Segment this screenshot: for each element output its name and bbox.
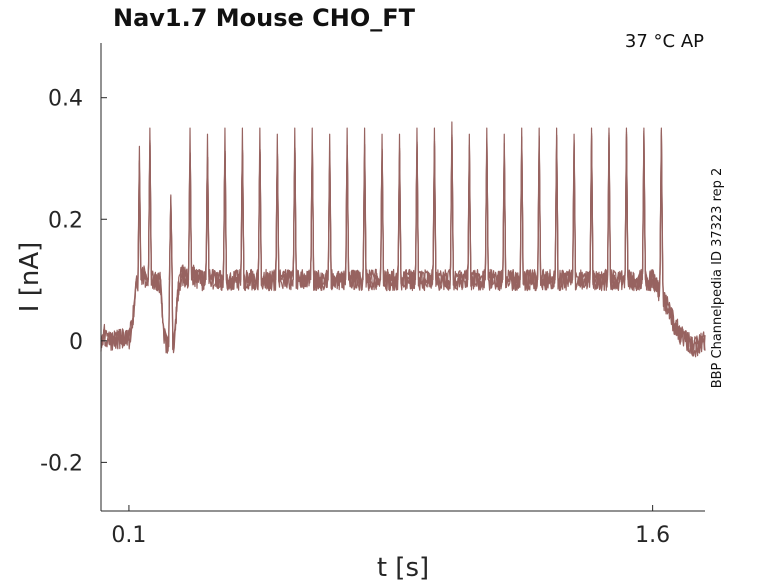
x-tick-label: 0.1 bbox=[111, 523, 146, 548]
y-ticks: -0.2 0 0.2 0.4 bbox=[40, 87, 107, 476]
spike-17 bbox=[414, 127, 420, 281]
spike-19 bbox=[449, 121, 454, 281]
x-ticks: 0.1 1.6 bbox=[111, 505, 670, 548]
temperature-protocol-label: 37 °C AP bbox=[625, 31, 704, 52]
spike-23 bbox=[519, 127, 524, 281]
spike-10 bbox=[292, 127, 297, 281]
spike-26 bbox=[571, 133, 577, 281]
chart-title: Nav1.7 Mouse CHO_FT bbox=[113, 4, 416, 32]
y-tick-label: -0.2 bbox=[40, 451, 83, 476]
spike-3 bbox=[168, 194, 173, 281]
spike-28 bbox=[606, 127, 612, 281]
y-tick-label: 0 bbox=[69, 330, 83, 355]
spike-4 bbox=[187, 127, 193, 281]
spike-6 bbox=[222, 127, 228, 281]
spike-5 bbox=[205, 133, 210, 281]
spike-13 bbox=[345, 127, 350, 281]
y-tick-label: 0.4 bbox=[48, 87, 83, 112]
trace-group bbox=[100, 121, 706, 358]
spike-7 bbox=[240, 127, 245, 281]
x-tick-label: 1.6 bbox=[635, 523, 670, 548]
spike-25 bbox=[554, 127, 559, 281]
spike-11 bbox=[310, 127, 315, 281]
y-tick-label: 0.2 bbox=[48, 208, 83, 233]
spike-22 bbox=[502, 133, 507, 281]
spike-16 bbox=[397, 133, 402, 281]
spike-2 bbox=[147, 127, 152, 281]
current-trace bbox=[100, 134, 706, 356]
spike-1 bbox=[137, 145, 142, 281]
spike-29 bbox=[624, 127, 629, 281]
spike-12 bbox=[327, 133, 332, 281]
spike-9 bbox=[275, 133, 280, 281]
spike-15 bbox=[379, 133, 385, 281]
spike-30 bbox=[641, 127, 647, 281]
spike-21 bbox=[484, 127, 489, 281]
x-axis-label: t [s] bbox=[377, 553, 429, 583]
spike-27 bbox=[589, 127, 594, 281]
y-axis-label: I [nA] bbox=[15, 242, 45, 312]
channelpedia-id-label: BBP Channelpedia ID 37323 rep 2 bbox=[710, 168, 725, 389]
spike-24 bbox=[537, 127, 542, 281]
spike-8 bbox=[257, 127, 262, 281]
spike-20 bbox=[467, 133, 472, 281]
spike-18 bbox=[432, 127, 437, 281]
spike-31 bbox=[659, 127, 664, 281]
spike-14 bbox=[362, 127, 367, 281]
